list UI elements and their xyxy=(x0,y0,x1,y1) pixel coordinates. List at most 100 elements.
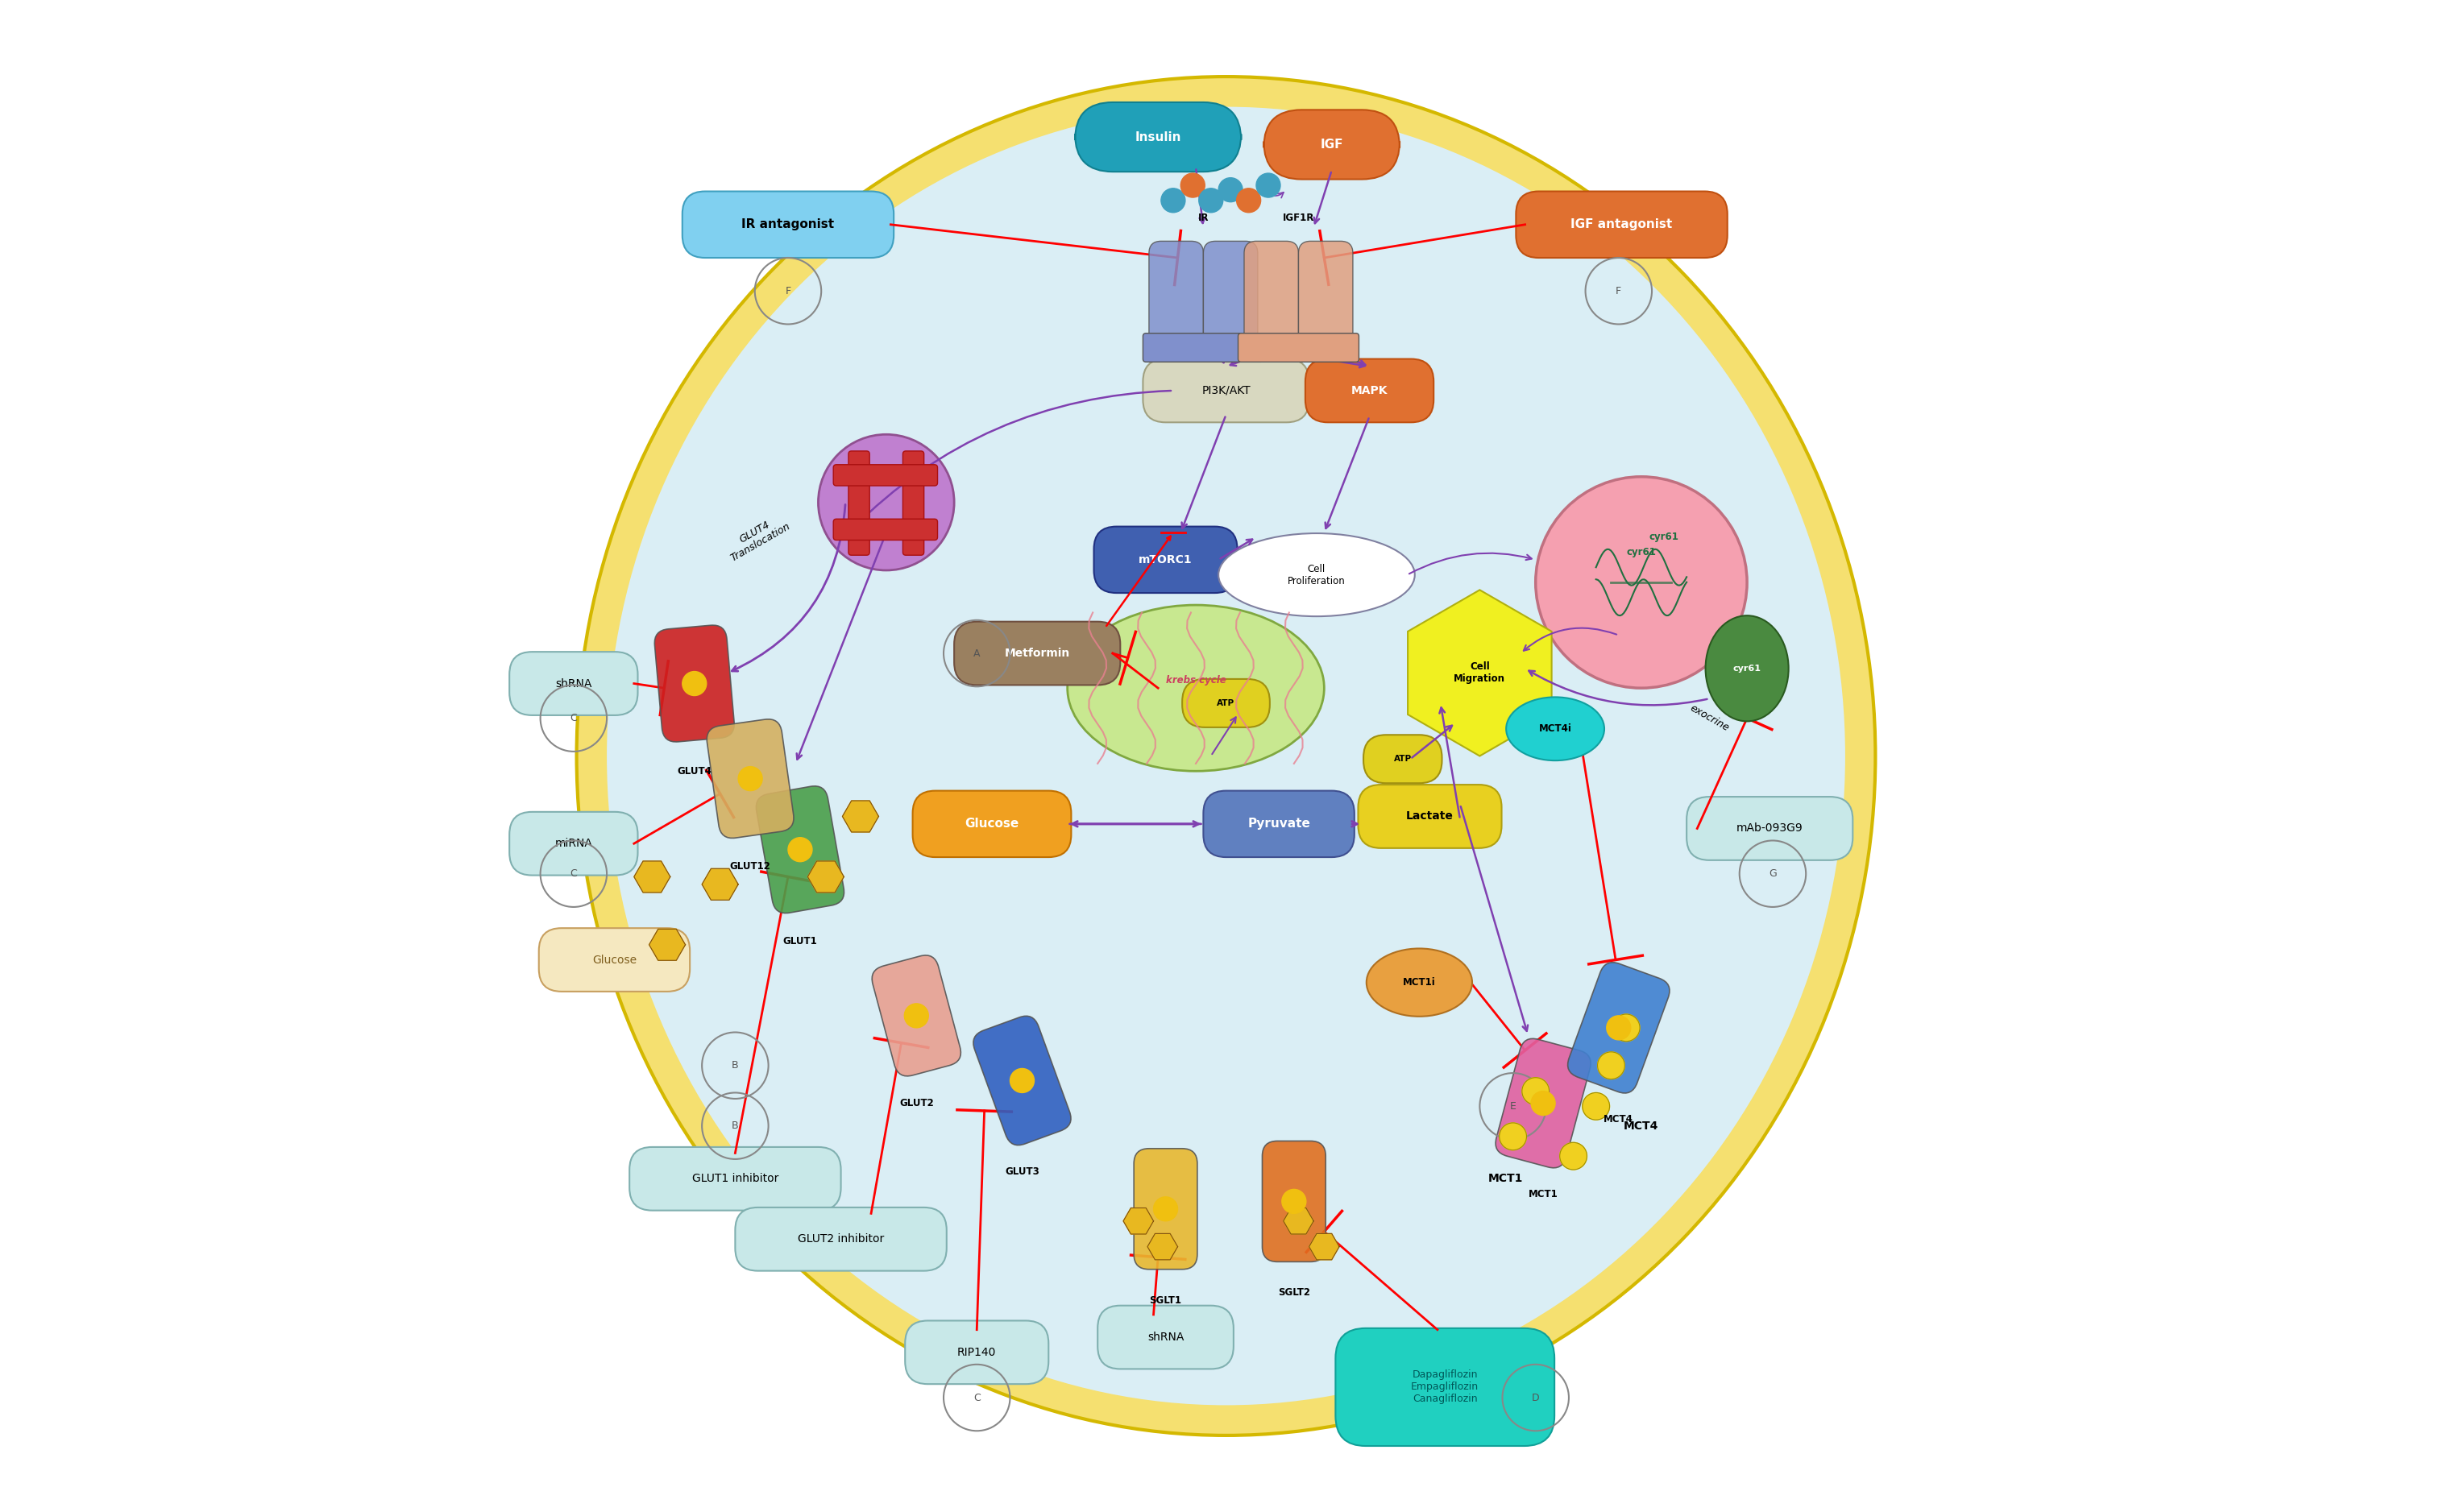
FancyBboxPatch shape xyxy=(510,812,638,875)
Circle shape xyxy=(1559,1143,1586,1170)
Text: miRNA: miRNA xyxy=(554,838,593,850)
FancyBboxPatch shape xyxy=(1182,679,1270,727)
Text: E: E xyxy=(1510,1101,1515,1111)
FancyBboxPatch shape xyxy=(902,451,924,555)
Text: Metformin: Metformin xyxy=(1005,647,1069,659)
Text: IGF: IGF xyxy=(1319,139,1344,151)
Text: GLUT2 inhibitor: GLUT2 inhibitor xyxy=(797,1234,885,1244)
Polygon shape xyxy=(1282,1208,1314,1234)
FancyBboxPatch shape xyxy=(1143,333,1263,361)
Ellipse shape xyxy=(1535,476,1746,688)
FancyBboxPatch shape xyxy=(1496,1039,1591,1167)
Circle shape xyxy=(738,767,763,791)
Circle shape xyxy=(1219,178,1243,203)
Circle shape xyxy=(682,671,706,696)
FancyBboxPatch shape xyxy=(1304,358,1434,422)
Polygon shape xyxy=(843,801,878,832)
Ellipse shape xyxy=(1366,948,1471,1016)
FancyBboxPatch shape xyxy=(1238,333,1358,361)
Ellipse shape xyxy=(1219,534,1415,617)
FancyBboxPatch shape xyxy=(1263,1142,1327,1263)
FancyBboxPatch shape xyxy=(1094,526,1238,593)
Text: D: D xyxy=(1532,1393,1540,1403)
Circle shape xyxy=(1498,1123,1528,1151)
Ellipse shape xyxy=(1707,615,1788,721)
Text: IGF antagonist: IGF antagonist xyxy=(1572,219,1672,231)
FancyBboxPatch shape xyxy=(1567,963,1670,1093)
Text: MCT1: MCT1 xyxy=(1488,1173,1523,1184)
Text: PI3K/AKT: PI3K/AKT xyxy=(1201,386,1251,396)
Text: IGF1R: IGF1R xyxy=(1282,213,1314,224)
FancyBboxPatch shape xyxy=(1300,242,1354,355)
Text: SGLT2: SGLT2 xyxy=(1277,1287,1309,1297)
Ellipse shape xyxy=(606,107,1846,1405)
Text: Glucose: Glucose xyxy=(591,954,638,966)
Circle shape xyxy=(1236,189,1260,213)
Text: IR: IR xyxy=(1199,213,1209,224)
FancyBboxPatch shape xyxy=(630,1148,841,1211)
FancyBboxPatch shape xyxy=(848,451,870,555)
Text: Dapagliflozin
Empagliflozin
Canagliflozin: Dapagliflozin Empagliflozin Canagliflozi… xyxy=(1410,1370,1479,1405)
Polygon shape xyxy=(701,868,738,900)
FancyBboxPatch shape xyxy=(539,928,689,992)
FancyBboxPatch shape xyxy=(1515,192,1726,257)
Circle shape xyxy=(1530,1092,1555,1116)
Circle shape xyxy=(1599,1052,1626,1080)
Circle shape xyxy=(819,434,954,570)
FancyBboxPatch shape xyxy=(706,720,794,838)
Circle shape xyxy=(1255,174,1280,198)
FancyBboxPatch shape xyxy=(1143,358,1309,422)
FancyBboxPatch shape xyxy=(912,791,1072,857)
Text: cyr61: cyr61 xyxy=(1734,664,1761,673)
Circle shape xyxy=(1162,189,1184,213)
Ellipse shape xyxy=(1506,697,1604,761)
FancyBboxPatch shape xyxy=(873,956,961,1077)
Text: F: F xyxy=(1616,286,1621,296)
Circle shape xyxy=(1613,1015,1640,1042)
Text: cyr61: cyr61 xyxy=(1650,532,1680,543)
Circle shape xyxy=(787,838,812,862)
FancyBboxPatch shape xyxy=(1358,785,1501,848)
Text: MCT1: MCT1 xyxy=(1528,1190,1557,1201)
Circle shape xyxy=(1182,174,1204,198)
Polygon shape xyxy=(807,862,843,892)
Text: C: C xyxy=(973,1393,981,1403)
Text: MCT1i: MCT1i xyxy=(1403,977,1437,987)
Text: mTORC1: mTORC1 xyxy=(1138,553,1192,565)
FancyBboxPatch shape xyxy=(655,624,733,742)
FancyBboxPatch shape xyxy=(905,1320,1049,1383)
FancyBboxPatch shape xyxy=(736,1208,946,1270)
Text: Insulin: Insulin xyxy=(1135,132,1182,144)
Text: MCT4: MCT4 xyxy=(1604,1114,1633,1125)
FancyBboxPatch shape xyxy=(1687,797,1854,860)
Text: shRNA: shRNA xyxy=(1148,1332,1184,1343)
Circle shape xyxy=(1606,1016,1631,1040)
Circle shape xyxy=(1582,1093,1609,1120)
Polygon shape xyxy=(650,928,687,960)
Text: GLUT1 inhibitor: GLUT1 inhibitor xyxy=(691,1173,777,1184)
Text: RIP140: RIP140 xyxy=(956,1347,996,1358)
FancyBboxPatch shape xyxy=(1204,242,1258,355)
Circle shape xyxy=(1152,1198,1177,1222)
Text: IR antagonist: IR antagonist xyxy=(741,219,834,231)
Text: F: F xyxy=(785,286,792,296)
Text: GLUT4
Translocation: GLUT4 Translocation xyxy=(723,511,792,564)
FancyBboxPatch shape xyxy=(1074,103,1241,172)
Ellipse shape xyxy=(576,77,1876,1435)
Text: Lactate: Lactate xyxy=(1405,810,1454,823)
FancyBboxPatch shape xyxy=(755,786,843,913)
Circle shape xyxy=(1282,1190,1307,1214)
Text: C: C xyxy=(569,868,576,878)
Text: Cell
Migration: Cell Migration xyxy=(1454,662,1506,685)
FancyBboxPatch shape xyxy=(1204,791,1354,857)
Text: C: C xyxy=(569,714,576,723)
Text: GLUT1: GLUT1 xyxy=(782,936,817,947)
FancyBboxPatch shape xyxy=(1150,242,1204,355)
Text: ATP: ATP xyxy=(1216,699,1236,708)
Text: SGLT1: SGLT1 xyxy=(1150,1294,1182,1305)
FancyBboxPatch shape xyxy=(834,464,937,485)
Text: B: B xyxy=(731,1120,738,1131)
Text: GLUT2: GLUT2 xyxy=(900,1098,934,1108)
Text: G: G xyxy=(1768,868,1778,878)
FancyBboxPatch shape xyxy=(954,621,1121,685)
